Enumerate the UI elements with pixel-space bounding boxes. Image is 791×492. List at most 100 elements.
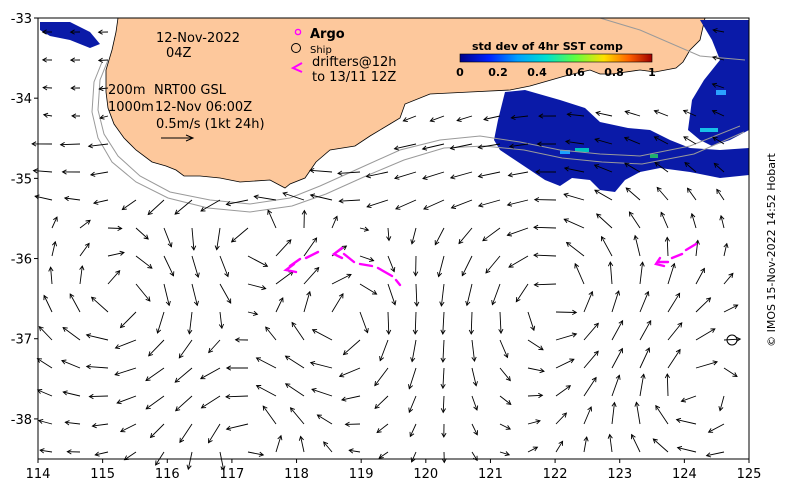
current-vector-head: [114, 344, 121, 350]
x-tick-label: 117: [219, 467, 244, 482]
current-vector-head: [348, 448, 354, 454]
current-vector-head: [395, 205, 401, 210]
current-vector-head: [535, 169, 541, 175]
current-vector: [478, 143, 501, 148]
current-vector: [656, 187, 669, 201]
current-vector: [450, 143, 473, 149]
current-vector: [583, 377, 597, 397]
current-vector-head: [468, 329, 474, 335]
current-vector: [254, 195, 277, 201]
current-vector: [415, 283, 418, 307]
x-tick-label: 123: [607, 467, 632, 482]
current-vector-head: [85, 219, 91, 225]
current-vector-head: [565, 241, 572, 247]
current-vector-head: [88, 393, 94, 400]
current-vector-head: [214, 245, 220, 251]
current-vector: [174, 367, 193, 383]
current-vector-head: [506, 231, 512, 237]
current-vector-head: [314, 266, 320, 273]
current-vector-head: [309, 360, 316, 367]
current-vector-head: [587, 406, 593, 412]
current-vector-head: [309, 193, 316, 199]
current-vector: [629, 211, 641, 229]
current-vector-head: [226, 298, 232, 304]
current-vector-head: [593, 322, 599, 328]
current-vector: [499, 367, 511, 381]
current-vector: [667, 349, 681, 369]
current-vector-head: [374, 381, 380, 387]
current-vector: [187, 451, 193, 470]
current-vector-head: [261, 285, 267, 291]
annotation-product: NRT00 GSL: [154, 83, 227, 98]
y-tick-label: -33: [11, 12, 32, 27]
current-vector-head: [533, 197, 540, 203]
current-vector-head: [193, 300, 199, 307]
current-vector: [163, 255, 174, 276]
current-vector: [379, 339, 389, 361]
current-vector-head: [191, 245, 197, 251]
current-vector: [666, 237, 669, 257]
current-vector: [409, 423, 417, 437]
current-vector-head: [94, 451, 100, 457]
current-vector-head: [652, 438, 658, 444]
ship-marker: [726, 334, 738, 346]
current-vector-head: [378, 453, 384, 459]
current-vector: [438, 255, 445, 277]
current-vector: [285, 355, 305, 369]
current-vector: [262, 405, 277, 425]
current-vector-head: [394, 174, 400, 180]
current-vector: [654, 136, 669, 145]
current-vector-head: [423, 205, 429, 210]
current-vector: [491, 283, 501, 305]
credit-text: © IMOS 15-Nov-2022 14:52 Hobart: [765, 153, 778, 347]
current-vector-head: [625, 187, 631, 193]
current-vector-head: [656, 186, 662, 193]
current-vector: [660, 212, 669, 229]
current-vector: [611, 290, 620, 313]
current-vector-head: [363, 328, 369, 334]
current-vector: [376, 423, 389, 433]
current-vector-head: [711, 109, 718, 115]
current-vector-head: [711, 55, 718, 61]
current-vector: [527, 311, 535, 331]
x-tick-label: 115: [90, 467, 115, 482]
current-vector: [359, 227, 369, 231]
current-vector: [450, 171, 473, 179]
current-vector: [625, 187, 641, 201]
y-tick-label: -37: [11, 333, 32, 348]
current-vector: [38, 326, 53, 341]
current-vector: [291, 322, 305, 341]
drifter-head-central: [331, 246, 344, 260]
current-vector-head: [255, 385, 262, 390]
current-vector: [219, 255, 229, 277]
current-vector-head: [676, 445, 683, 451]
current-vector-head: [37, 418, 44, 424]
current-vector-head: [733, 304, 739, 310]
current-vector-head: [338, 292, 344, 299]
current-vector-head: [645, 347, 651, 353]
current-vector-head: [660, 211, 666, 217]
current-vector: [387, 255, 395, 272]
current-vector-head: [119, 427, 126, 433]
current-vector-head: [115, 269, 121, 276]
current-vector: [442, 367, 445, 389]
current-vector-head: [712, 136, 718, 142]
current-vector-head: [342, 350, 349, 356]
current-vector-head: [145, 404, 151, 410]
current-vector: [92, 423, 109, 427]
current-vector: [555, 358, 575, 369]
current-vector: [275, 435, 282, 453]
current-vector: [147, 199, 165, 215]
current-vector: [583, 350, 599, 369]
current-vector-head: [491, 300, 497, 306]
current-vector-head: [683, 136, 689, 141]
current-vector: [507, 227, 529, 236]
current-vector: [33, 170, 53, 173]
current-vector-head: [440, 383, 446, 390]
current-vector-head: [341, 245, 348, 251]
current-vector-head: [563, 166, 570, 172]
current-vector: [508, 171, 529, 177]
current-vector: [639, 320, 652, 341]
current-vector-head: [713, 162, 719, 168]
current-vector: [331, 293, 344, 313]
